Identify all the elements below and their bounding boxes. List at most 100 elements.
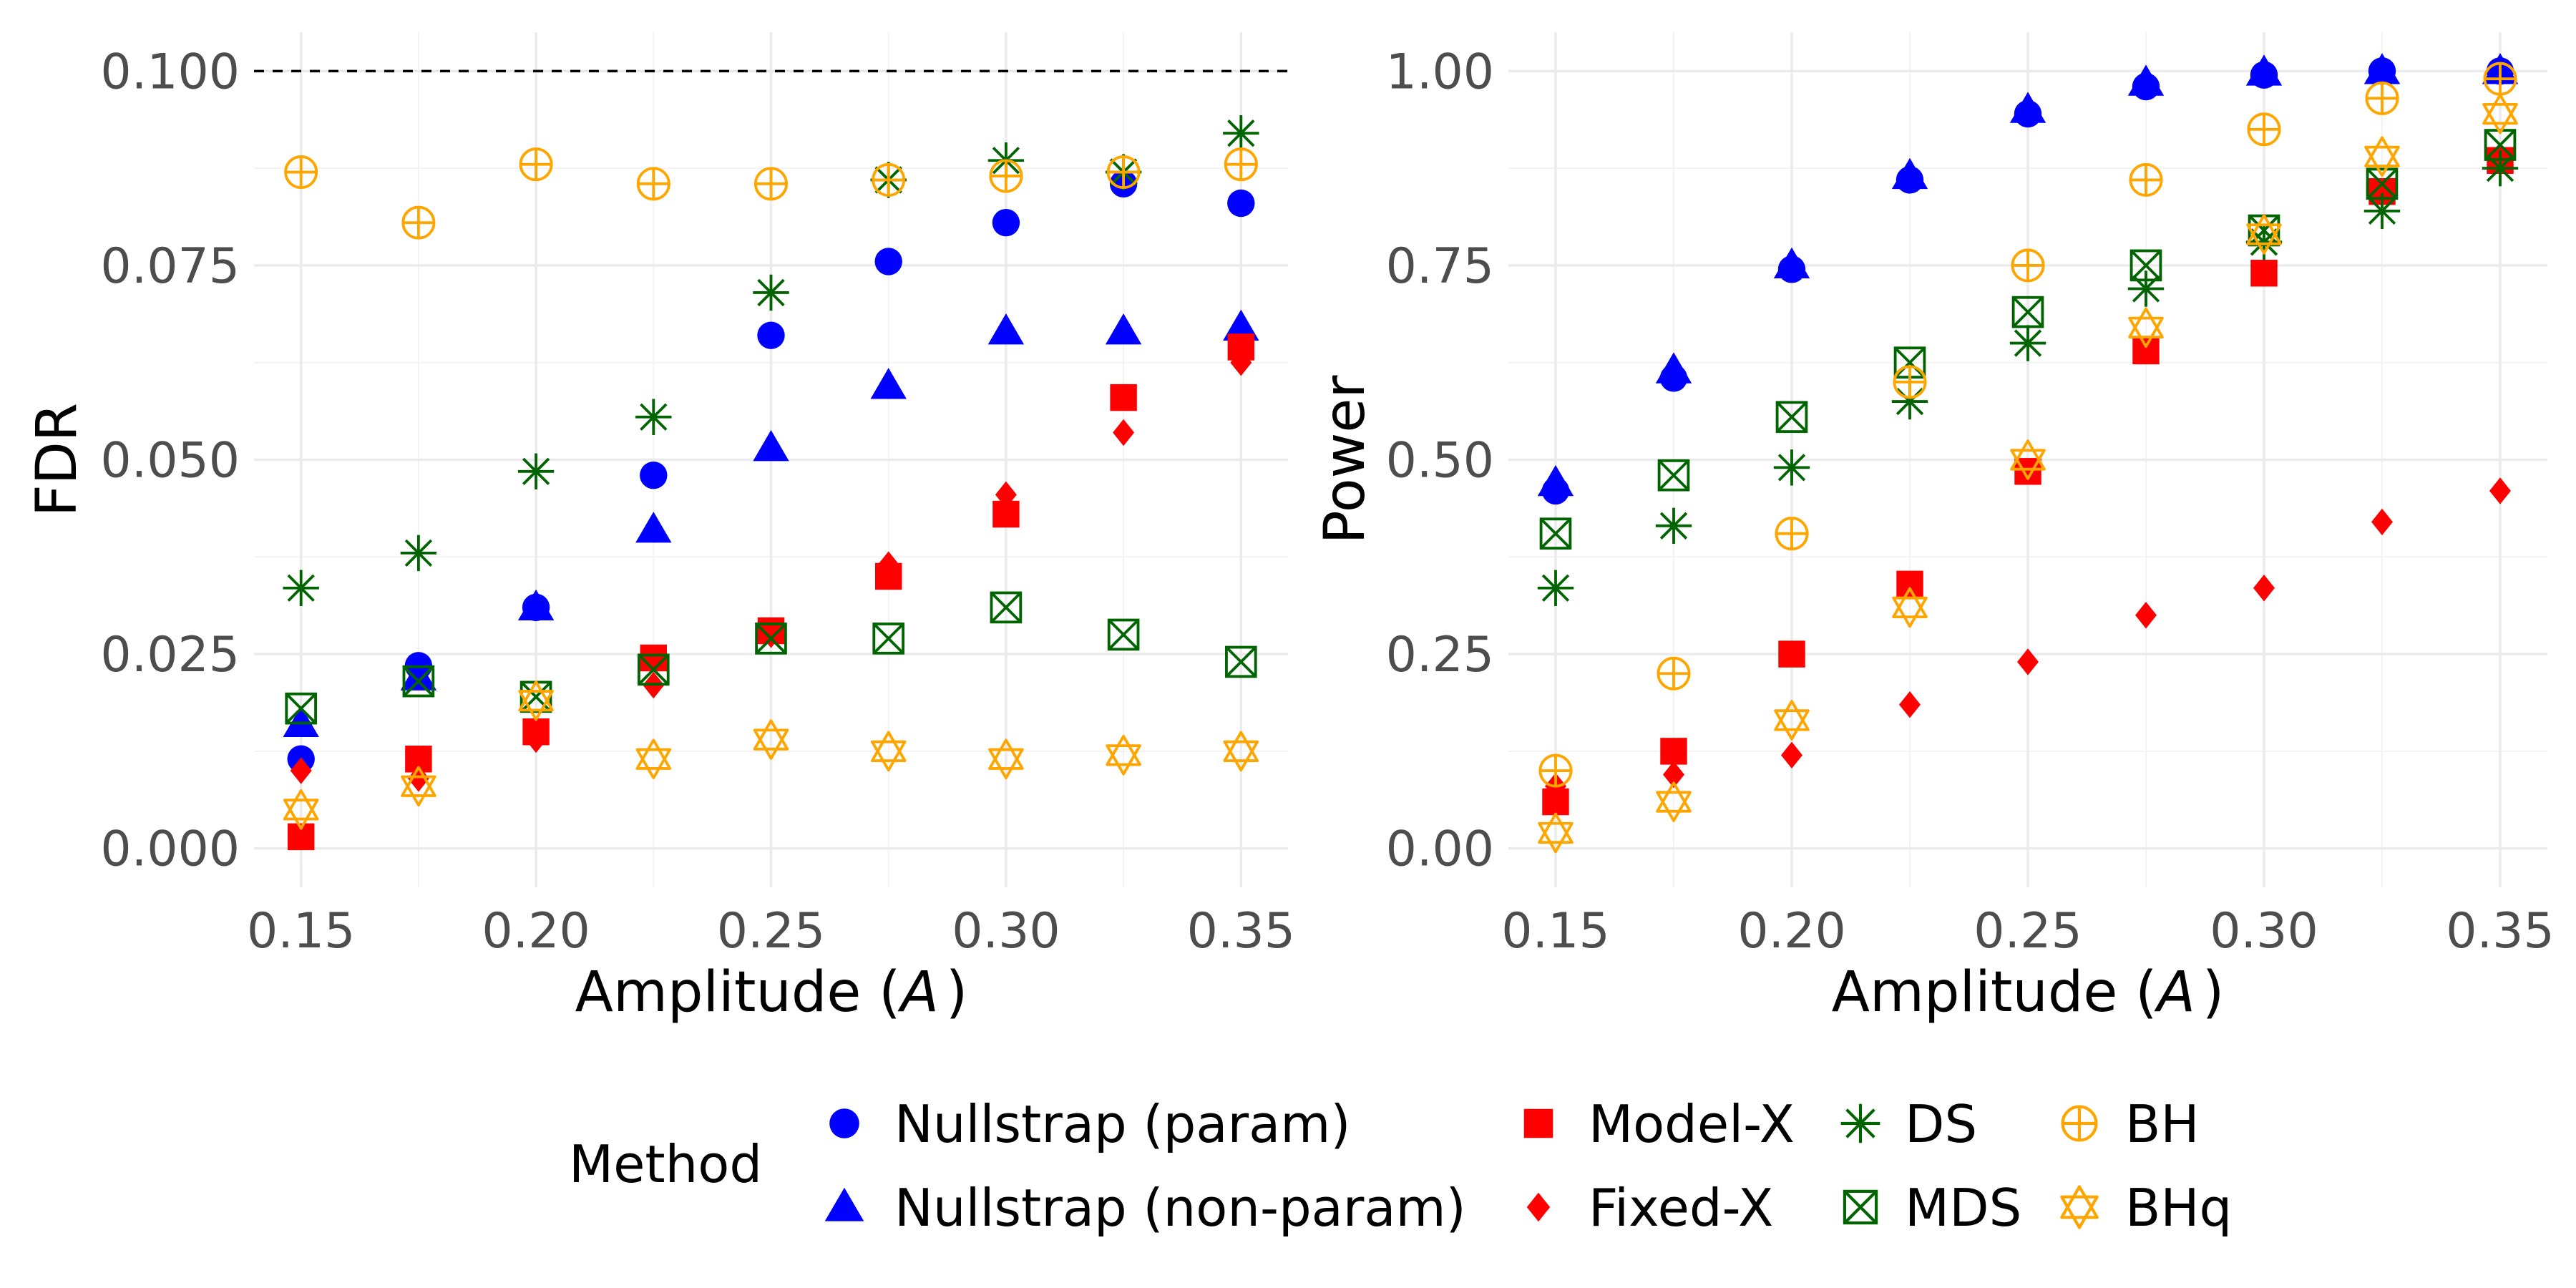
fdr-point-mds: [285, 692, 318, 725]
power-series-ds: [1537, 150, 2519, 606]
fdr-x-axis-title-close: ): [946, 960, 967, 1025]
power-series-bh: [1538, 62, 2517, 788]
fdr-points: [283, 115, 1259, 851]
fdr-point-bhq: [283, 789, 319, 830]
fdr-point-bhq: [870, 731, 907, 772]
fdr-point-ds: [283, 570, 319, 606]
fdr-x-axis-title: Amplitude (A): [575, 960, 968, 1025]
power-points: [1537, 53, 2519, 854]
fdr-point-bh: [401, 205, 436, 240]
power-point-fixedx: [2135, 602, 2157, 629]
fdr-point-np_nonparam: [635, 512, 672, 543]
legend-item-bh: BH: [2061, 1094, 2200, 1154]
power-point-modelx: [1896, 570, 1923, 598]
fdr-point-np_nonparam: [753, 430, 789, 462]
fdr-point-bh: [1224, 147, 1258, 182]
fdr-x-tick-label: 0.15: [247, 903, 355, 960]
power-point-fixedx: [1781, 741, 1802, 769]
fdr-point-bh: [636, 167, 670, 201]
power-point-bhq: [2010, 439, 2046, 480]
fdr-point-bhq: [1223, 731, 1259, 772]
fdr-point-fixedx: [1113, 419, 1135, 447]
power-point-bhq: [2246, 214, 2282, 255]
legend: Method Nullstrap (param) Nullstrap (non-pa…: [569, 1094, 2232, 1238]
power-point-bhq: [2364, 136, 2400, 177]
fdr-point-fixedx: [995, 481, 1017, 509]
legend-item-modelx: Model-X: [1523, 1094, 1795, 1154]
power-point-fixedx: [2489, 477, 2511, 504]
power-x-axis-title-text: Amplitude (: [1832, 960, 2157, 1025]
legend-key-bh: [2061, 1105, 2098, 1142]
power-x-tick-label: 0.25: [1974, 903, 2082, 960]
fdr-point-bh: [284, 155, 318, 190]
power-x-tick-label: 0.35: [2446, 903, 2554, 960]
legend-key-mds: [1843, 1189, 1878, 1225]
fdr-point-np_nonparam: [517, 589, 555, 621]
power-point-np_nonparam: [2009, 92, 2046, 123]
legend-label-np_nonparam: Nullstrap (non-param): [894, 1178, 1466, 1238]
fdr-series-modelx: [287, 333, 1255, 851]
fdr-point-mds: [1224, 645, 1257, 678]
fdr-x-axis-title-text: Amplitude (: [575, 960, 901, 1025]
power-point-modelx: [2250, 260, 2278, 287]
fdr-y-tick-label: 0.075: [100, 238, 240, 295]
power-y-tick-label: 1.00: [1386, 44, 1494, 100]
power-point-fixedx: [1663, 761, 1684, 789]
power-x-axis-title-close: ): [2202, 960, 2224, 1025]
power-point-np_nonparam: [1773, 247, 1810, 279]
legend-key-ds: [1840, 1103, 1880, 1143]
power-point-mds: [1657, 459, 1690, 492]
power-point-np_nonparam: [1891, 157, 1928, 190]
fdr-point-np_param: [1227, 189, 1255, 218]
fdr-point-np_nonparam: [1105, 313, 1142, 345]
fdr-point-np_nonparam: [870, 368, 907, 399]
power-point-np_nonparam: [2127, 64, 2165, 96]
power-point-fixedx: [1899, 691, 1921, 718]
legend-item-np_nonparam: Nullstrap (non-param): [824, 1178, 1466, 1238]
legend-title: Method: [569, 1134, 762, 1194]
fdr-series-np_nonparam: [283, 309, 1259, 738]
fdr-point-ds: [517, 453, 555, 489]
fdr-point-bhq: [401, 766, 436, 807]
power-point-bh: [2247, 112, 2281, 147]
power-point-mds: [2484, 129, 2517, 161]
power-x-tick-label: 0.20: [1737, 903, 1845, 960]
power-point-ds: [1537, 570, 1574, 606]
power-point-bh: [1775, 517, 1809, 551]
power-x-axis-title: Amplitude (A): [1832, 960, 2225, 1025]
legend-key-np_param: [829, 1108, 859, 1138]
fdr-x-tick-label: 0.30: [952, 903, 1060, 960]
legend-key-modelx: [1523, 1108, 1553, 1138]
power-point-fixedx: [2017, 648, 2039, 675]
fdr-point-fixedx: [407, 765, 429, 792]
power-point-bh: [1893, 365, 1927, 399]
fdr-point-np_nonparam: [400, 659, 437, 691]
legend-item-fixedx: Fixed-X: [1526, 1178, 1773, 1238]
power-point-fixedx: [2253, 575, 2275, 602]
power-series-bhq: [1538, 93, 2518, 854]
fdr-point-mds: [637, 653, 670, 686]
power-point-ds: [1773, 449, 1810, 486]
power-point-bhq: [1656, 781, 1692, 822]
fdr-x-axis-title-variable: A: [897, 960, 939, 1025]
fdr-x-tick-label: 0.20: [482, 903, 590, 960]
fdr-y-tick-label: 0.100: [100, 44, 240, 100]
fdr-y-tick-label: 0.050: [100, 433, 240, 489]
power-point-ds: [1655, 507, 1692, 545]
fdr-point-np_nonparam: [1223, 309, 1259, 341]
power-y-axis-title: Power: [1313, 375, 1377, 545]
fdr-point-bh: [753, 167, 789, 201]
power-y-tick-label: 0.75: [1386, 238, 1494, 295]
power-point-bhq: [2482, 93, 2518, 135]
fdr-point-ds: [400, 535, 437, 572]
fdr-point-mds: [755, 623, 787, 655]
legend-item-mds: MDS: [1843, 1178, 2021, 1238]
legend-item-ds: DS: [1840, 1094, 1977, 1154]
power-series-np_nonparam: [1537, 53, 2519, 497]
legend-label-mds: MDS: [1905, 1178, 2021, 1238]
legend-item-np_param: Nullstrap (param): [829, 1094, 1350, 1154]
fdr-series-mds: [285, 591, 1257, 725]
power-point-ds: [2009, 325, 2046, 361]
power-point-modelx: [2132, 337, 2160, 365]
